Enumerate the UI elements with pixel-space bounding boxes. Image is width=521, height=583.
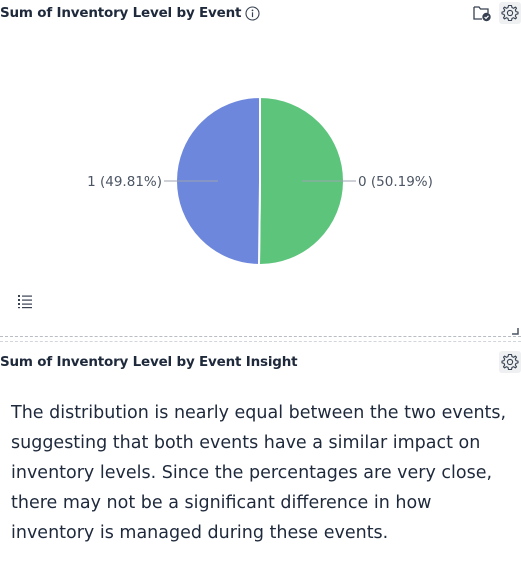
info-icon[interactable] [245,5,260,21]
chart-header-actions [471,2,521,24]
chart-title: Sum of Inventory Level by Event [0,5,242,21]
list-icon[interactable] [16,292,34,310]
pie-slice-0[interactable] [257,95,345,266]
chart-panel: Sum of Inventory Level by Event [0,2,521,335]
insight-panel: Sum of Inventory Level by Event Insight … [0,346,521,583]
folder-check-icon[interactable] [471,2,493,24]
insight-text: The distribution is nearly equal between… [11,403,507,543]
pie-slice-1[interactable] [175,95,261,267]
panel-divider [0,336,521,337]
insight-title: Sum of Inventory Level by Event Insight [0,354,298,370]
pie-chart: 0 (50.19%) 1 (49.81%) [0,40,521,280]
gear-icon[interactable] [499,2,521,24]
pie-label-1: 1 (49.81%) [87,174,162,190]
insight-header-actions [499,351,521,373]
pie-label-0: 0 (50.19%) [358,174,433,190]
gear-icon[interactable] [499,351,521,373]
resize-icon[interactable] [511,320,519,335]
insight-panel-header: Sum of Inventory Level by Event Insight [0,351,298,373]
chart-panel-header: Sum of Inventory Level by Event [0,2,260,24]
panel-divider-secondary [0,341,521,342]
